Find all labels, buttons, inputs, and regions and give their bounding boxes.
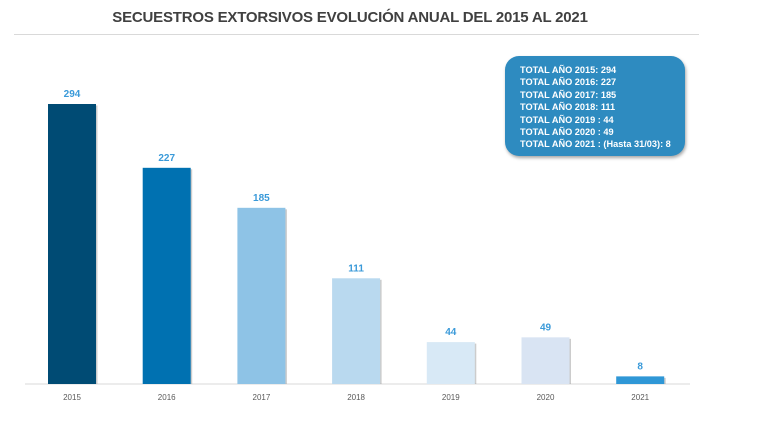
x-tick-label-2015: 2015 (63, 393, 81, 402)
bar-2017 (237, 207, 286, 384)
title-divider (14, 34, 699, 35)
data-label-2018: 111 (348, 263, 364, 274)
x-tick-label-2019: 2019 (442, 393, 460, 402)
bar-2019 (426, 342, 475, 384)
data-label-2020: 49 (540, 322, 552, 333)
chart-title: SECUESTROS EXTORSIVOS EVOLUCIÓN ANUAL DE… (112, 9, 588, 26)
data-label-2021: 8 (637, 361, 643, 372)
x-tick-label-2016: 2016 (158, 393, 176, 402)
data-label-2017: 185 (253, 193, 270, 204)
bar-2018 (332, 278, 381, 384)
info-line-2016: TOTAL AÑO 2016: 227 (520, 77, 617, 88)
bar-2021 (616, 376, 665, 384)
info-line-2021: TOTAL AÑO 2021 : (Hasta 31/03): 8 (520, 139, 671, 150)
bar-2016 (142, 167, 191, 384)
info-line-2015: TOTAL AÑO 2015: 294 (520, 65, 617, 75)
data-label-2016: 227 (158, 153, 175, 164)
x-tick-label-2020: 2020 (537, 393, 555, 402)
data-label-2019: 44 (445, 327, 457, 338)
x-tick-label-2018: 2018 (347, 393, 365, 402)
data-label-2015: 294 (64, 89, 81, 100)
bar-2015 (48, 104, 96, 384)
bar-2020 (521, 337, 570, 384)
info-line-2019: TOTAL AÑO 2019 : 44 (520, 114, 614, 125)
x-tick-label-2021: 2021 (631, 393, 649, 402)
info-line-2017: TOTAL AÑO 2017: 185 (520, 89, 617, 100)
totals-info-box: TOTAL AÑO 2015: 294 TOTAL AÑO 2016: 227 … (505, 56, 685, 156)
info-line-2018: TOTAL AÑO 2018: 111 (520, 102, 616, 113)
info-line-2020: TOTAL AÑO 2020 : 49 (520, 127, 614, 138)
x-tick-label-2017: 2017 (253, 393, 271, 402)
